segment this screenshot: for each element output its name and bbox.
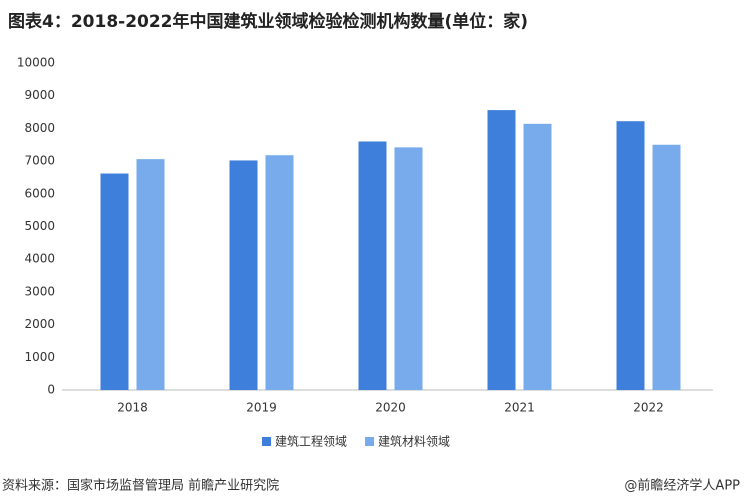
y-tick-label: 6000 [24, 186, 55, 200]
y-tick-label: 7000 [24, 154, 55, 168]
y-tick-label: 8000 [24, 121, 55, 135]
bar [616, 121, 645, 391]
bar [136, 159, 165, 390]
x-tick-label: 2022 [633, 401, 664, 415]
y-tick-label: 1000 [24, 350, 55, 364]
y-tick-label: 5000 [24, 219, 55, 233]
legend-label: 建筑材料领域 [378, 434, 450, 449]
y-tick-label: 3000 [24, 284, 55, 298]
bar [358, 141, 387, 390]
y-tick-label: 9000 [24, 88, 55, 102]
bar [652, 144, 681, 390]
bar [394, 147, 423, 390]
y-tick-label: 4000 [24, 252, 55, 266]
legend-swatch [262, 437, 271, 446]
x-tick-label: 2019 [246, 401, 277, 415]
y-tick-label: 10000 [17, 56, 55, 70]
credit: @前瞻经济学人APP [624, 478, 740, 494]
bar [265, 155, 294, 390]
x-tick-label: 2020 [375, 401, 406, 415]
x-tick-label: 2021 [504, 401, 535, 415]
bar [229, 160, 258, 390]
chart-title: 图表4：2018-2022年中国建筑业领域检验检测机构数量(单位：家) [8, 11, 528, 32]
bar [523, 123, 552, 391]
y-tick-label: 0 [47, 383, 55, 397]
legend-label: 建筑工程领域 [275, 434, 347, 449]
legend-swatch [365, 437, 375, 446]
bar [487, 110, 516, 390]
source: 资料来源：国家市场监督管理局 前瞻产业研究院 [2, 478, 279, 494]
y-tick-label: 2000 [24, 317, 55, 331]
bar [100, 173, 129, 390]
x-tick-label: 2018 [117, 401, 148, 415]
